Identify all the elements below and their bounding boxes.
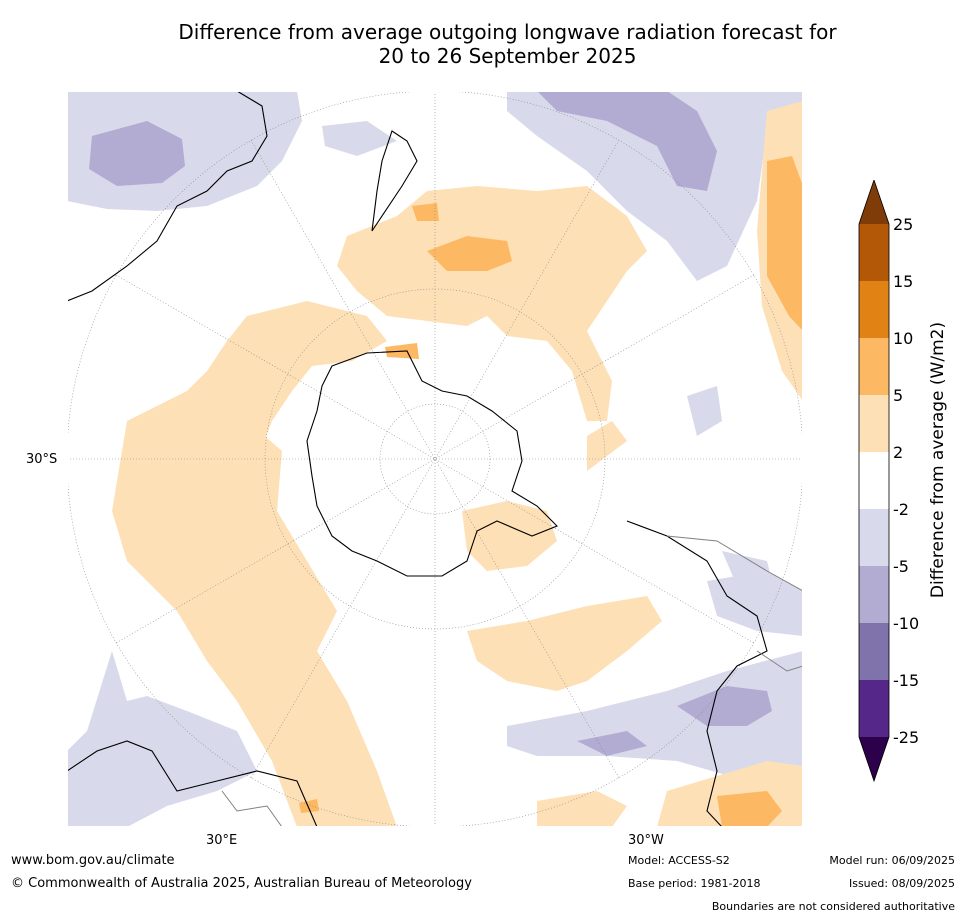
anomaly-region-light-orange <box>537 791 627 827</box>
latitude-label-30s: 30°S <box>26 452 58 467</box>
colorbar-bin <box>859 566 889 623</box>
new-zealand-coastline <box>371 130 418 232</box>
anomaly-region-orange <box>299 799 319 813</box>
colorbar-tick-label: 5 <box>893 386 903 405</box>
neutral-region <box>387 401 517 501</box>
colorbar-tick-label: 10 <box>893 329 913 348</box>
longitude-label-30e: 30°E <box>206 833 238 848</box>
polar-map <box>67 91 803 827</box>
anomaly-region-pale-purple <box>687 386 722 436</box>
footer-copyright: © Commonwealth of Australia 2025, Austra… <box>11 876 472 891</box>
colorbar-bin <box>859 680 889 737</box>
negative-anomaly-regions <box>67 91 803 827</box>
colorbar-tick-label: 15 <box>893 272 913 291</box>
chart-title: Difference from average outgoing longwav… <box>120 20 895 68</box>
anomaly-region-orange <box>427 236 512 271</box>
title-line-1: Difference from average outgoing longwav… <box>178 20 837 44</box>
anomaly-region-purple <box>537 91 717 191</box>
colorbar-outline <box>858 180 890 783</box>
colorbar-tick-label: 2 <box>893 443 903 462</box>
colorbar-extend-min <box>859 737 889 781</box>
coastlines <box>67 91 768 827</box>
anomaly-region-light-orange <box>587 421 627 471</box>
colorbar-ticks: 25 15 10 5 2 -2 -5 -10 -15 -25 <box>893 215 919 747</box>
anomaly-region-purple <box>677 686 772 726</box>
footer-model: Model: ACCESS-S2 <box>628 854 730 867</box>
anomaly-region-pale-purple <box>322 121 397 156</box>
title-line-2: 20 to 26 September 2025 <box>378 44 637 68</box>
colorbar-tick-label: -15 <box>893 671 919 690</box>
colorbar-bin <box>859 509 889 566</box>
footer-base-period: Base period: 1981-2018 <box>628 877 761 890</box>
country-boundaries <box>221 535 803 827</box>
south-america-coastline <box>626 520 768 827</box>
australia-coastline <box>67 91 268 302</box>
footer-disclaimer: Boundaries are not considered authoritat… <box>711 900 955 913</box>
anomaly-region-pale-purple <box>707 571 803 636</box>
colorbar-tick-label: -25 <box>893 728 919 747</box>
anomaly-region-orange <box>767 156 803 331</box>
colorbar-label: Difference from average (W/m2) <box>928 322 948 598</box>
anomaly-region-pale-purple <box>507 91 803 281</box>
colorbar-bin <box>859 452 889 509</box>
footer-model-run: Model run: 06/09/2025 <box>829 854 955 867</box>
anomaly-region-orange <box>717 791 782 827</box>
footer-issued: Issued: 08/09/2025 <box>848 877 955 890</box>
footer-url[interactable]: www.bom.gov.au/climate <box>11 853 175 868</box>
colorbar-bin <box>859 281 889 338</box>
antarctica-coastline <box>306 350 558 577</box>
colorbar-bin <box>859 623 889 680</box>
anomaly-region-light-orange <box>112 391 397 827</box>
africa-coastline <box>67 740 318 827</box>
colorbar-tick-label: 25 <box>893 215 913 234</box>
anomaly-region-orange <box>412 203 439 221</box>
colorbar-tick-label: -2 <box>893 500 909 519</box>
longitude-label-30w: 30°W <box>628 833 664 848</box>
anomaly-region-light-orange <box>462 501 557 571</box>
colorbar-bins <box>858 180 890 783</box>
colorbar-bin <box>859 395 889 452</box>
colorbar-extend-max <box>859 180 889 224</box>
anomaly-region-light-orange <box>337 186 647 421</box>
colorbar-bin <box>859 338 889 395</box>
colorbar-bin <box>859 224 889 281</box>
anomaly-region-light-orange <box>467 596 662 691</box>
anomaly-region-purple <box>577 731 647 756</box>
colorbar: 25 15 10 5 2 -2 -5 -10 -15 -25 Difference from av… <box>858 180 948 783</box>
graticule <box>67 91 803 827</box>
anomaly-region-pale-purple <box>507 651 803 781</box>
positive-anomaly-regions <box>112 101 803 827</box>
colorbar-tick-label: -5 <box>893 557 909 576</box>
anomaly-region-purple <box>89 121 185 186</box>
colorbar-tick-label: -10 <box>893 614 919 633</box>
